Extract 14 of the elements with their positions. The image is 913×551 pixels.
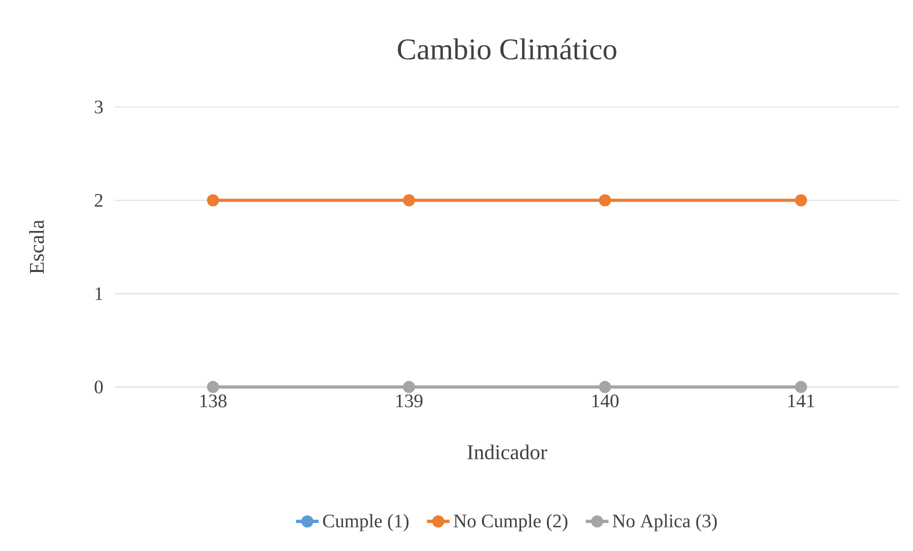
y-tick-label: 3 [94,100,103,114]
y-tick-label: 0 [94,380,103,394]
x-tick-label: 138 [200,394,227,408]
legend-label: No Aplica (3) [612,514,717,532]
y-tick-label: 1 [96,287,102,300]
chart-title: Cambio Climático [398,38,616,60]
y-axis-title: Escala [29,220,44,274]
legend-label: No Cumple (2) [454,514,568,532]
y-tick-label: 2 [94,194,102,207]
x-axis-title: Indicador [468,444,548,460]
legend-label: Cumple (1) [323,514,408,532]
x-tick-label: 141 [788,394,814,408]
x-tick-label: 140 [592,394,619,408]
x-tick-label: 139 [396,394,422,408]
